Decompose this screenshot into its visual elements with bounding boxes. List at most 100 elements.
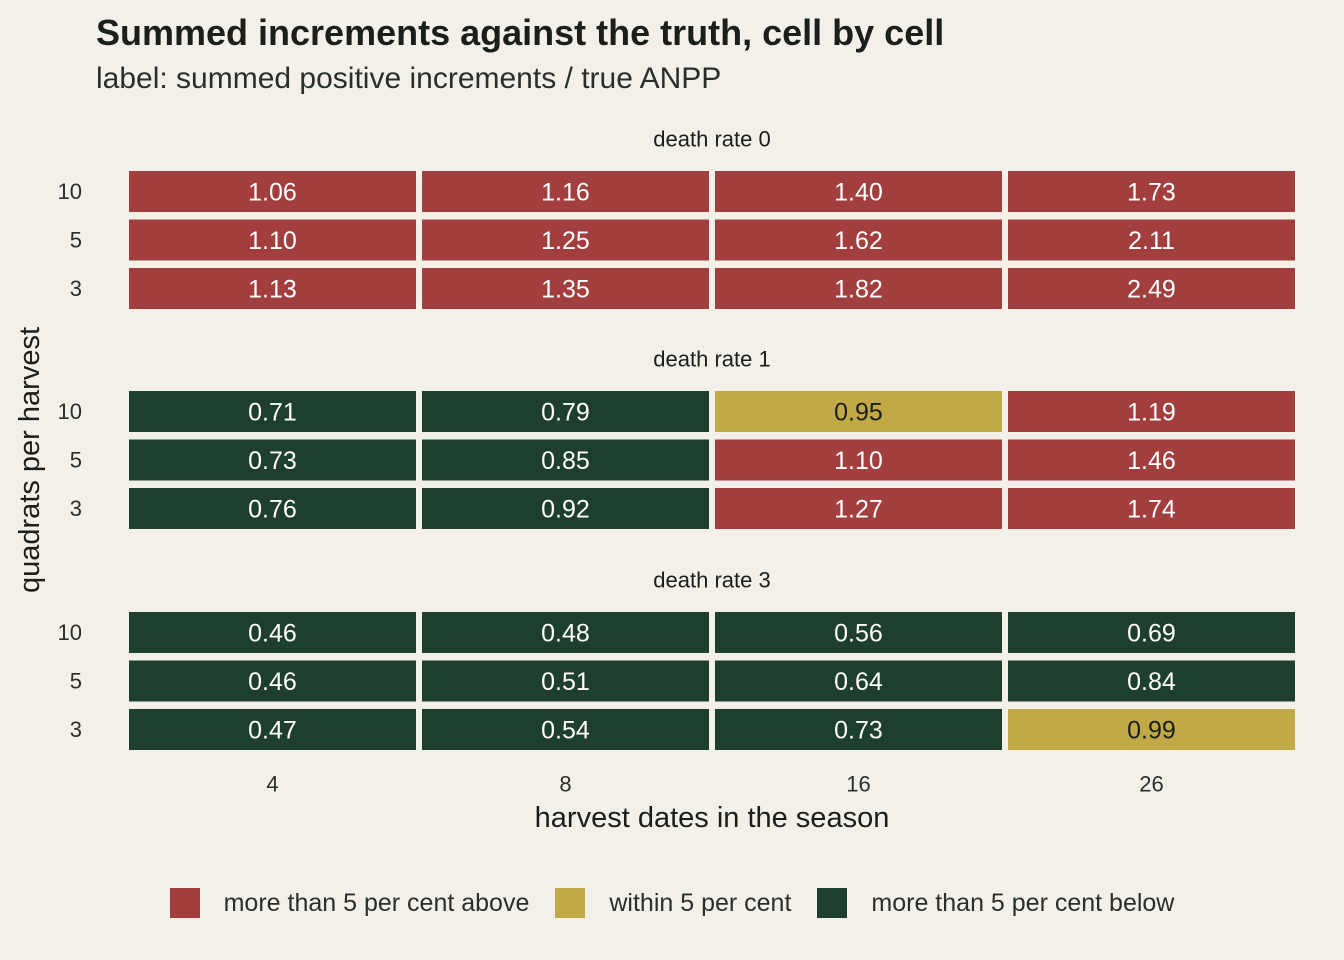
heatmap-cell [1008,660,1295,702]
cell-value-label: 0.56 [834,620,883,648]
heatmap-cell [715,219,1002,261]
heatmap-cell [422,439,709,481]
cell-value-label: 0.95 [834,399,883,427]
x-tick-label: 16 [846,772,870,797]
legend-item-within: within 5 per cent [555,888,791,918]
y-tick-label: 10 [58,179,82,204]
cell-value-label: 0.76 [248,496,297,524]
legend-item-below: more than 5 per cent below [817,888,1174,918]
heatmap-cell [1008,709,1295,750]
panel-label: death rate 3 [653,568,770,593]
legend-label-within: within 5 per cent [609,888,792,917]
heatmap-cell [422,219,709,261]
heatmap-cell [715,709,1002,750]
cell-value-label: 0.64 [834,668,883,696]
heatmap-cell [129,439,416,481]
cell-value-label: 1.06 [248,179,297,207]
cell-value-label: 0.92 [541,496,590,524]
heatmap-cell [715,612,1002,653]
y-tick-label: 3 [70,496,82,521]
y-tick-label: 3 [70,276,82,301]
x-tick-label: 26 [1139,772,1163,797]
heatmap-cell [129,709,416,750]
cell-value-label: 0.71 [248,399,297,427]
cell-value-label: 1.25 [541,227,590,255]
cell-value-label: 0.69 [1127,620,1176,648]
cell-value-label: 0.84 [1127,668,1176,696]
cell-value-label: 1.82 [834,276,883,304]
heatmap-cell [715,268,1002,309]
heatmap-cell [422,488,709,529]
heatmap-cell [1008,171,1295,212]
cell-value-label: 0.47 [248,717,297,745]
y-tick-label: 5 [70,669,82,694]
cell-value-label: 2.49 [1127,276,1176,304]
cell-value-label: 0.46 [248,620,297,648]
heatmap-cell [129,660,416,702]
cell-value-label: 0.54 [541,717,590,745]
cell-value-label: 1.73 [1127,179,1176,207]
heatmap-cell [1008,488,1295,529]
cell-value-label: 1.13 [248,276,297,304]
y-axis-label: quadrats per harvest [14,327,46,593]
cell-value-label: 0.73 [834,717,883,745]
cell-value-label: 0.99 [1127,717,1176,745]
panel-label: death rate 1 [653,347,770,372]
cell-value-label: 0.85 [541,447,590,475]
y-tick-label: 5 [70,228,82,253]
heatmap-cell [129,219,416,261]
heatmap-cell [422,171,709,212]
legend: more than 5 per cent above within 5 per … [0,888,1344,918]
cell-value-label: 0.79 [541,399,590,427]
heatmap-cell [129,171,416,212]
cell-value-label: 1.46 [1127,447,1176,475]
legend-item-above: more than 5 per cent above [169,888,530,918]
heatmap-cell [422,709,709,750]
x-tick-label: 4 [266,772,278,797]
heatmap-cell [422,612,709,653]
x-tick-label: 8 [559,772,571,797]
heatmap-cell [129,612,416,653]
heatmap-cell [129,488,416,529]
cell-value-label: 1.19 [1127,399,1176,427]
cell-value-label: 0.46 [248,668,297,696]
cell-value-label: 0.73 [248,447,297,475]
y-tick-label: 10 [58,620,82,645]
cell-value-label: 0.51 [541,668,590,696]
heatmap-cell [1008,268,1295,309]
y-tick-label: 3 [70,717,82,742]
x-axis-label: harvest dates in the season [535,802,890,834]
y-tick-label: 5 [70,448,82,473]
cell-value-label: 1.27 [834,496,883,524]
cell-value-label: 2.11 [1128,227,1175,255]
panel-label: death rate 0 [653,127,770,152]
cell-value-label: 0.48 [541,620,590,648]
heatmap-cell [422,268,709,309]
heatmap-cell [715,660,1002,702]
cell-value-label: 1.74 [1127,496,1176,524]
cell-value-label: 1.16 [541,179,590,207]
cell-value-label: 1.10 [248,227,297,255]
legend-swatch-below [817,888,848,918]
y-tick-label: 10 [58,399,82,424]
heatmap-cell [1008,612,1295,653]
heatmap-cell [1008,219,1295,261]
heatmap-cell [715,488,1002,529]
heatmap-cell [715,439,1002,481]
legend-swatch-above [169,888,200,918]
legend-swatch-within [555,888,586,918]
cell-value-label: 1.10 [834,447,883,475]
heatmap-cell [129,391,416,432]
heatmap-cell [1008,439,1295,481]
cell-value-label: 1.62 [834,227,883,255]
heatmap-cell [715,171,1002,212]
heatmap-cell [422,660,709,702]
chart-title: Summed increments against the truth, cel… [96,12,945,53]
cell-value-label: 1.40 [834,179,883,207]
cell-value-label: 1.35 [541,276,590,304]
heatmap-cell [129,268,416,309]
legend-label-above: more than 5 per cent above [223,888,530,917]
heatmap-cell [715,391,1002,432]
chart-subtitle: label: summed positive increments / true… [96,62,722,95]
